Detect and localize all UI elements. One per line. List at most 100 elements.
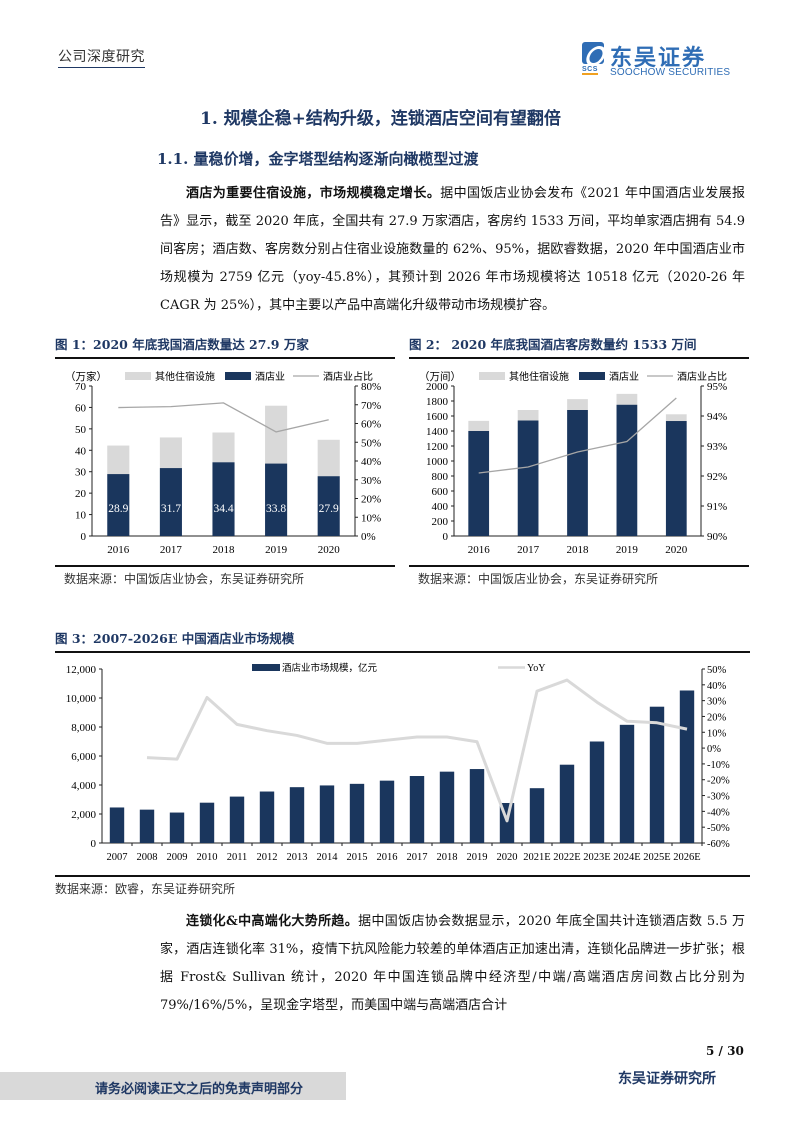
svg-text:2011: 2011	[227, 852, 248, 863]
svg-text:YoY: YoY	[527, 663, 545, 674]
figure-2: 图 2： 2020 年底我国酒店客房数量约 1533 万间	[409, 334, 749, 359]
figure-1-source: 数据来源：中国饭店业协会，东吴证券研究所	[64, 572, 305, 586]
svg-text:90%: 90%	[707, 531, 727, 543]
svg-text:1600: 1600	[426, 411, 449, 423]
svg-text:50%: 50%	[361, 437, 381, 449]
figure-3-rule	[55, 875, 750, 877]
svg-text:4,000: 4,000	[71, 780, 96, 792]
svg-text:2018: 2018	[567, 544, 590, 556]
svg-text:10%: 10%	[361, 512, 381, 524]
svg-text:10,000: 10,000	[66, 693, 97, 705]
svg-text:20: 20	[75, 488, 87, 500]
svg-text:12,000: 12,000	[66, 664, 97, 676]
figure-1-rule	[55, 565, 395, 567]
svg-text:2020: 2020	[318, 544, 341, 556]
figure-2-title: 图 2： 2020 年底我国酒店客房数量约 1533 万间	[409, 334, 749, 359]
svg-text:2012: 2012	[257, 852, 278, 863]
svg-text:0: 0	[81, 531, 87, 543]
svg-text:50%: 50%	[707, 665, 727, 676]
svg-text:92%: 92%	[707, 471, 727, 483]
svg-text:2024E: 2024E	[613, 852, 640, 863]
svg-text:94%: 94%	[707, 411, 727, 423]
svg-text:2017: 2017	[407, 852, 428, 863]
svg-text:28.9: 28.9	[108, 503, 128, 515]
svg-text:200: 200	[432, 516, 449, 528]
svg-text:1000: 1000	[426, 456, 449, 468]
market-size-chart: 0 2,000 4,000 6,000 8,000 10,000 12,000 -60% -50…	[66, 662, 730, 863]
disclaimer-bar	[0, 1072, 346, 1100]
svg-text:2015: 2015	[347, 852, 368, 863]
svg-text:40: 40	[75, 445, 87, 457]
svg-text:2022E: 2022E	[553, 852, 580, 863]
svg-text:酒店业占比: 酒店业占比	[677, 370, 727, 383]
svg-text:酒店业占比: 酒店业占比	[323, 370, 373, 383]
svg-text:2020: 2020	[497, 852, 518, 863]
hotel-rooms-chart: 0 200 400 600 800 1000 1200 1400 1600 1800 2000 90%…	[419, 370, 727, 556]
hotel-count-chart: 0 10 20 30 40 50 60 70 0% 10% 20% 30% 40% 50% 60% 70% 80…	[65, 370, 381, 556]
svg-text:95%: 95%	[707, 381, 727, 393]
svg-text:40%: 40%	[707, 681, 727, 692]
svg-text:2017: 2017	[517, 544, 540, 556]
svg-text:-60%: -60%	[707, 839, 730, 850]
figure-1-title: 图 1：2020 年底我国酒店数量达 27.9 万家	[55, 334, 395, 359]
svg-text:2000: 2000	[426, 381, 449, 393]
paragraph-body: 据中国饭店协会数据显示，2020 年底全国共计连锁酒店数 5.5 万家，酒店连锁…	[160, 914, 745, 1013]
brand-logo: SCS 东吴证券 SOOCHOW SECURITIES	[582, 40, 742, 82]
paragraph-lead: 酒店为重要住宿设施，市场规模稳定增长。	[186, 186, 441, 201]
svg-text:10: 10	[75, 510, 87, 522]
figure-1: 图 1：2020 年底我国酒店数量达 27.9 万家	[55, 334, 395, 359]
figure-3: 图 3：2007-2026E 中国酒店业市场规模	[55, 628, 750, 653]
svg-text:2020: 2020	[665, 544, 688, 556]
svg-text:1800: 1800	[426, 396, 449, 408]
svg-text:2026E: 2026E	[673, 852, 700, 863]
svg-text:2016: 2016	[377, 852, 398, 863]
svg-text:0%: 0%	[361, 531, 376, 543]
svg-text:27.9: 27.9	[319, 503, 339, 515]
svg-text:-30%: -30%	[707, 792, 730, 803]
svg-text:2025E: 2025E	[643, 852, 670, 863]
svg-text:60%: 60%	[361, 419, 381, 431]
svg-text:-40%: -40%	[707, 807, 730, 818]
logo-mark-icon	[582, 42, 604, 64]
svg-text:93%: 93%	[707, 441, 727, 453]
svg-text:2018: 2018	[213, 544, 236, 556]
svg-text:其他住宿设施: 其他住宿设施	[155, 370, 215, 383]
paragraph-chain: 连锁化&中高端化大势所趋。据中国饭店协会数据显示，2020 年底全国共计连锁酒店…	[160, 908, 745, 1020]
svg-text:2008: 2008	[137, 852, 158, 863]
paragraph-body: 据中国饭店业协会发布《2021 年中国酒店业发展报告》显示，截至 2020 年底…	[160, 186, 745, 313]
figure-2-chart: 0 200 400 600 800 1000 1200 1400 1600 1800 2000 90%…	[409, 360, 749, 565]
svg-text:（万家）: （万家）	[65, 370, 107, 383]
svg-text:70%: 70%	[361, 400, 381, 412]
figure-3-chart: 0 2,000 4,000 6,000 8,000 10,000 12,000 -60% -50…	[55, 652, 750, 872]
svg-text:-20%: -20%	[707, 776, 730, 787]
logo-cn-name: 东吴证券	[610, 46, 707, 71]
svg-text:8,000: 8,000	[71, 722, 96, 734]
disclaimer-link[interactable]: 请务必阅读正文之后的免责声明部分	[95, 1082, 304, 1097]
figure-1-chart: 0 10 20 30 40 50 60 70 0% 10% 20% 30% 40% 50% 60% 70% 80…	[55, 360, 395, 565]
svg-text:800: 800	[432, 471, 449, 483]
logo-en-name: SOOCHOW SECURITIES	[610, 67, 731, 78]
svg-text:2019: 2019	[265, 544, 288, 556]
svg-text:400: 400	[432, 501, 449, 513]
footer-org: 东吴证券研究所	[618, 1071, 716, 1087]
svg-text:30%: 30%	[361, 475, 381, 487]
subsection-heading: 1.1. 量稳价增，金字塔型结构逐渐向橄榄型过渡	[157, 150, 479, 168]
svg-text:2021E: 2021E	[523, 852, 550, 863]
svg-text:1400: 1400	[426, 426, 449, 438]
svg-text:30: 30	[75, 467, 87, 479]
svg-text:91%: 91%	[707, 501, 727, 513]
svg-text:2013: 2013	[287, 852, 308, 863]
svg-text:20%: 20%	[361, 494, 381, 506]
svg-text:酒店业市场规模，亿元: 酒店业市场规模，亿元	[282, 662, 378, 674]
svg-text:30%: 30%	[707, 697, 727, 708]
svg-text:0%: 0%	[707, 744, 721, 755]
svg-text:（万间）: （万间）	[419, 370, 461, 383]
svg-text:2014: 2014	[317, 852, 339, 863]
figure-3-source: 数据来源：欧睿，东吴证券研究所	[55, 882, 236, 896]
svg-text:40%: 40%	[361, 456, 381, 468]
figure-2-rule	[409, 565, 749, 567]
svg-text:600: 600	[432, 486, 449, 498]
svg-text:2018: 2018	[437, 852, 458, 863]
svg-text:-10%: -10%	[707, 760, 730, 771]
report-type-label: 公司深度研究	[58, 46, 145, 68]
